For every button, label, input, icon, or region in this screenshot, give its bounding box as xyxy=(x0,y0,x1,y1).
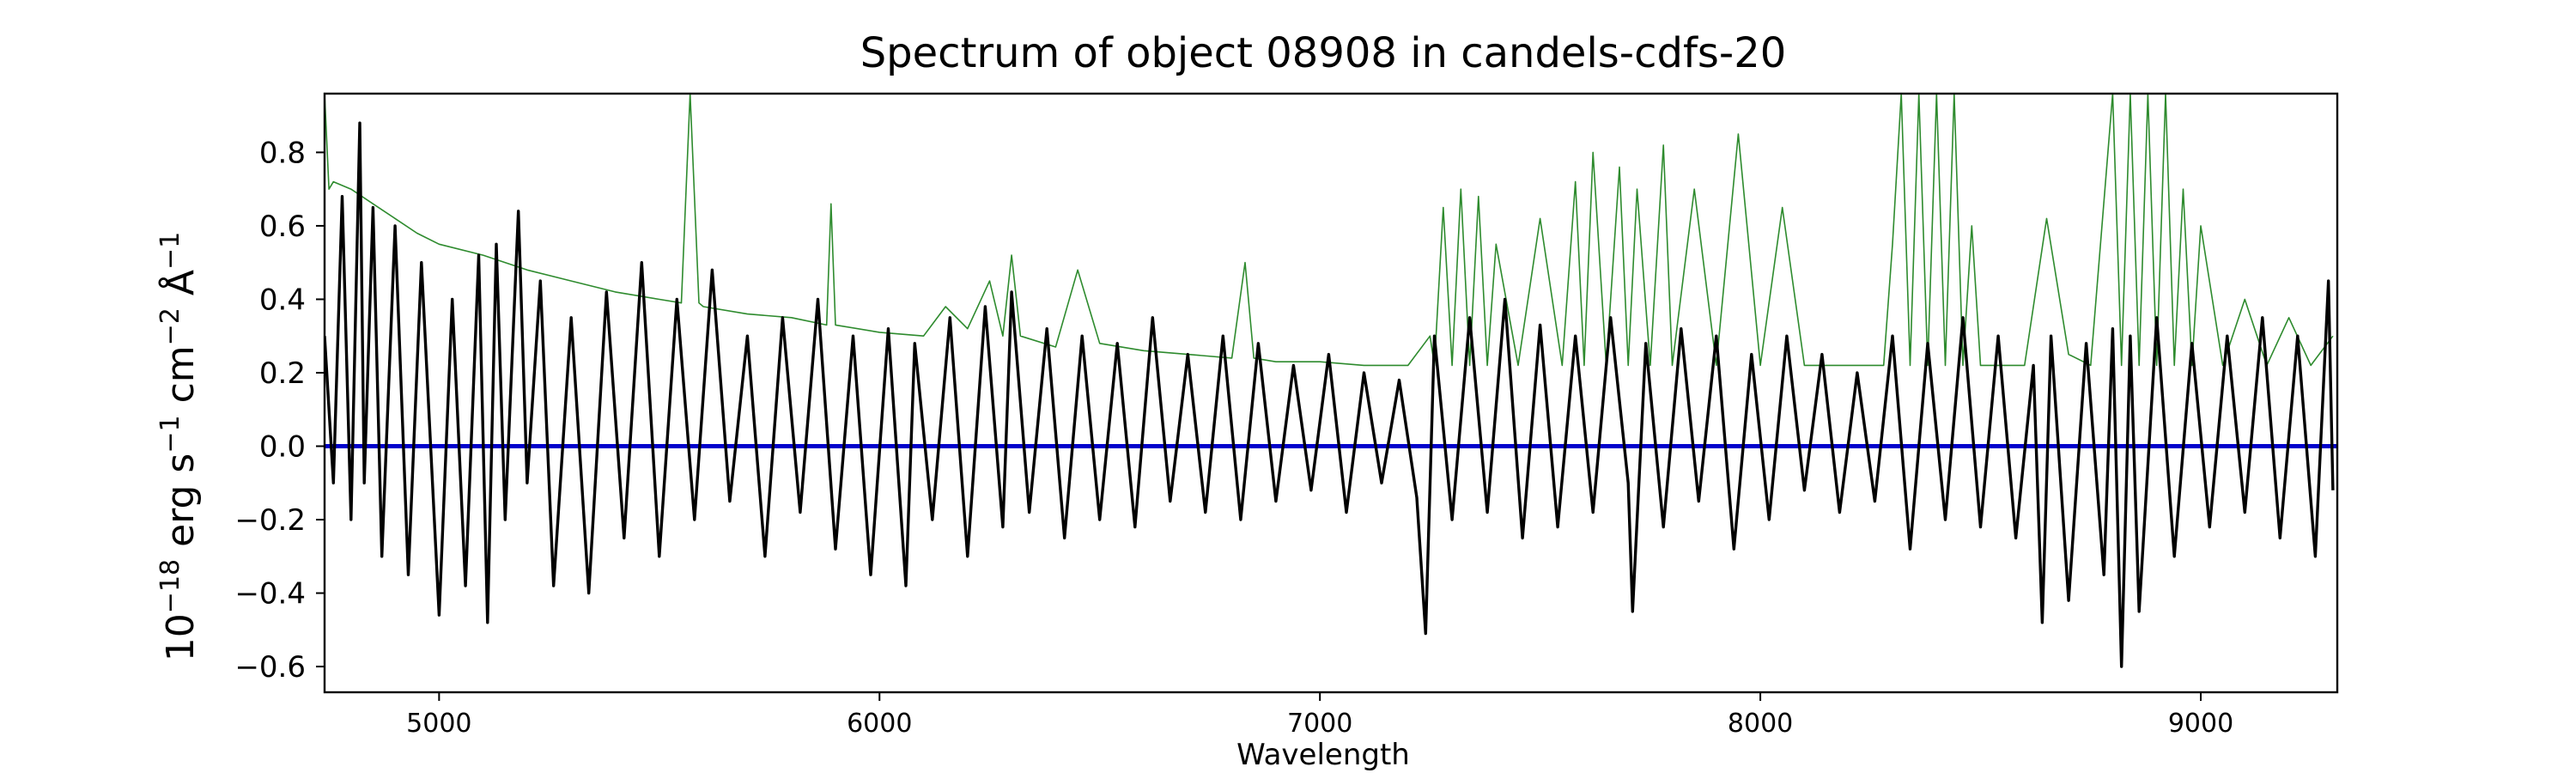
x-tick-label: 7000 xyxy=(1287,709,1352,739)
y-tick-label: −0.4 xyxy=(234,577,306,612)
y-axis-label-exp2: −1 xyxy=(155,415,185,453)
x-tick-label: 9000 xyxy=(2168,709,2233,739)
y-tick-label: −0.2 xyxy=(234,503,306,538)
x-tick-label: 8000 xyxy=(1728,709,1793,739)
y-axis-label-base: 10 xyxy=(159,613,203,661)
x-axis-label: Wavelength xyxy=(1236,738,1410,772)
x-tick-label: 6000 xyxy=(847,709,912,739)
y-axis-label-cm: cm xyxy=(159,345,203,415)
y-tick-label: 0.2 xyxy=(259,356,306,391)
x-tick-label: 5000 xyxy=(406,709,471,739)
y-tick-label: 0.0 xyxy=(259,430,306,465)
flux-spectrum-line xyxy=(325,121,2335,668)
y-axis-label-exp4: −1 xyxy=(155,232,185,270)
y-axis-label: 10−18 erg s−1 cm−2 Å−1 xyxy=(155,232,204,661)
y-tick-label: 0.4 xyxy=(259,283,306,317)
y-axis-label-angstrom: Å xyxy=(157,270,203,307)
error-spectrum-line xyxy=(325,94,2334,367)
plot-area xyxy=(325,94,2337,668)
plot-frame xyxy=(323,92,2339,694)
axes: 5000 6000 7000 8000 9000 −0.6 −0.4 −0.2 0.0 0.2 0.… xyxy=(234,92,2339,739)
y-tick-label: 0.6 xyxy=(259,210,306,244)
y-axis-label-erg: erg s xyxy=(159,453,203,559)
y-tick-label: 0.8 xyxy=(259,136,306,170)
y-axis-label-exp3: −2 xyxy=(155,307,185,345)
chart-title: Spectrum of object 08908 in candels-cdfs… xyxy=(860,29,1787,77)
y-tick-label: −0.6 xyxy=(234,650,306,685)
y-axis-label-exp1: −18 xyxy=(155,559,185,613)
